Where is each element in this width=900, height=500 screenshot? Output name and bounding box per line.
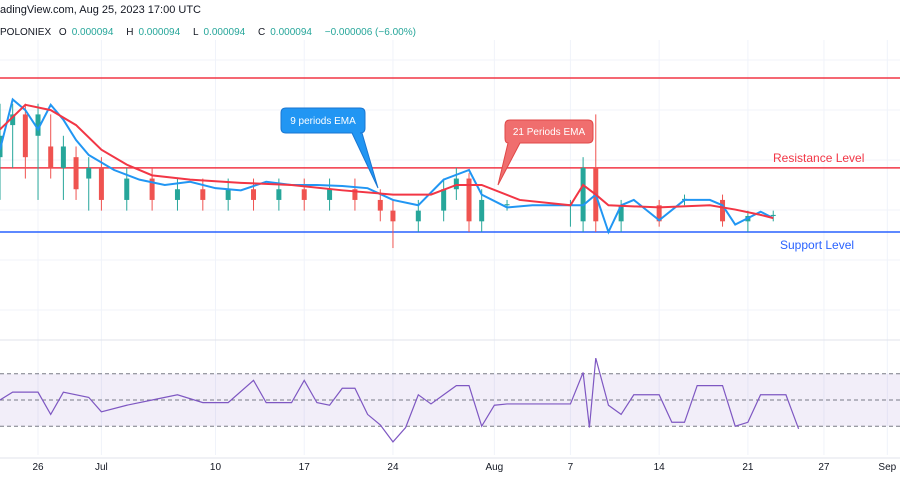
exchange-label: POLONIEX <box>0 27 52 38</box>
candle-body <box>60 146 66 168</box>
ema9-callout-text: 9 periods EMA <box>290 116 356 127</box>
candle-body <box>390 210 396 222</box>
candle-body <box>10 114 16 126</box>
candle-body <box>251 189 257 200</box>
close-value-group: C 0.000094 <box>258 27 317 38</box>
candle-body <box>149 178 155 200</box>
candle-body <box>73 157 79 190</box>
candle-body <box>48 146 54 168</box>
candle-body <box>618 205 624 222</box>
candle-body <box>377 199 383 211</box>
candle-body <box>656 205 662 222</box>
candle-body <box>327 189 333 200</box>
open-value-group: O 0.000094 <box>59 27 119 38</box>
candle-body <box>415 210 421 222</box>
candle-body <box>124 178 130 200</box>
change-value: −0.000006 (−6.00%) <box>324 27 416 38</box>
high-value-group: H 0.000094 <box>126 27 185 38</box>
candle-body <box>200 189 206 200</box>
source-line: adingView.com, Aug 25, 2023 17:00 UTC <box>0 4 201 16</box>
support-level-label: Support Level <box>780 238 854 252</box>
low-value: 0.000094 <box>203 27 246 38</box>
candle-body <box>174 189 180 200</box>
candle-body <box>770 214 776 216</box>
ema21-line <box>0 103 774 220</box>
candle-body <box>276 189 282 200</box>
x-tick-label: 26 <box>32 462 44 473</box>
open-value: 0.000094 <box>71 27 114 38</box>
high-value: 0.000094 <box>138 27 181 38</box>
high-label: H <box>126 27 134 38</box>
low-label: L <box>192 27 199 38</box>
open-label: O <box>58 27 67 38</box>
x-tick-label: 24 <box>387 462 399 473</box>
x-tick-label: 17 <box>299 462 311 473</box>
candle-body <box>22 114 28 158</box>
candle-body <box>225 189 231 200</box>
candle-body <box>352 189 358 200</box>
x-tick-label: 7 <box>568 462 574 473</box>
candle-body <box>301 189 307 200</box>
candle-body <box>86 167 92 179</box>
x-tick-label: Jul <box>95 462 108 473</box>
low-value-group: L 0.000094 <box>193 27 250 38</box>
ema21-callout: 21 Periods EMA <box>497 119 594 186</box>
rsi-line <box>0 357 800 443</box>
resistance-level-label: Resistance Level <box>773 151 864 165</box>
close-value: 0.000094 <box>270 27 312 38</box>
x-tick-label: Sep <box>878 462 896 473</box>
ema9-callout: 9 periods EMA <box>280 107 379 189</box>
x-tick-label: 27 <box>818 462 830 473</box>
candle-body <box>98 167 104 200</box>
candle-body <box>453 178 459 190</box>
ema21-callout-text: 21 Periods EMA <box>513 127 586 138</box>
ema9-line <box>0 97 774 235</box>
x-tick-label: 21 <box>742 462 754 473</box>
candle-body <box>479 199 485 222</box>
candle-body <box>466 178 472 222</box>
candle-body <box>35 114 41 136</box>
x-tick-label: 10 <box>210 462 222 473</box>
candle-body <box>441 189 447 211</box>
x-tick-label: Aug <box>485 462 503 473</box>
x-tick-label: 14 <box>654 462 666 473</box>
ohlc-legend: POLONIEX O 0.000094 H 0.000094 L 0.000094 C… <box>0 27 421 38</box>
close-label: C <box>258 27 266 38</box>
candle-body <box>504 204 510 206</box>
candle-body <box>720 199 726 222</box>
candle-body <box>580 167 586 222</box>
